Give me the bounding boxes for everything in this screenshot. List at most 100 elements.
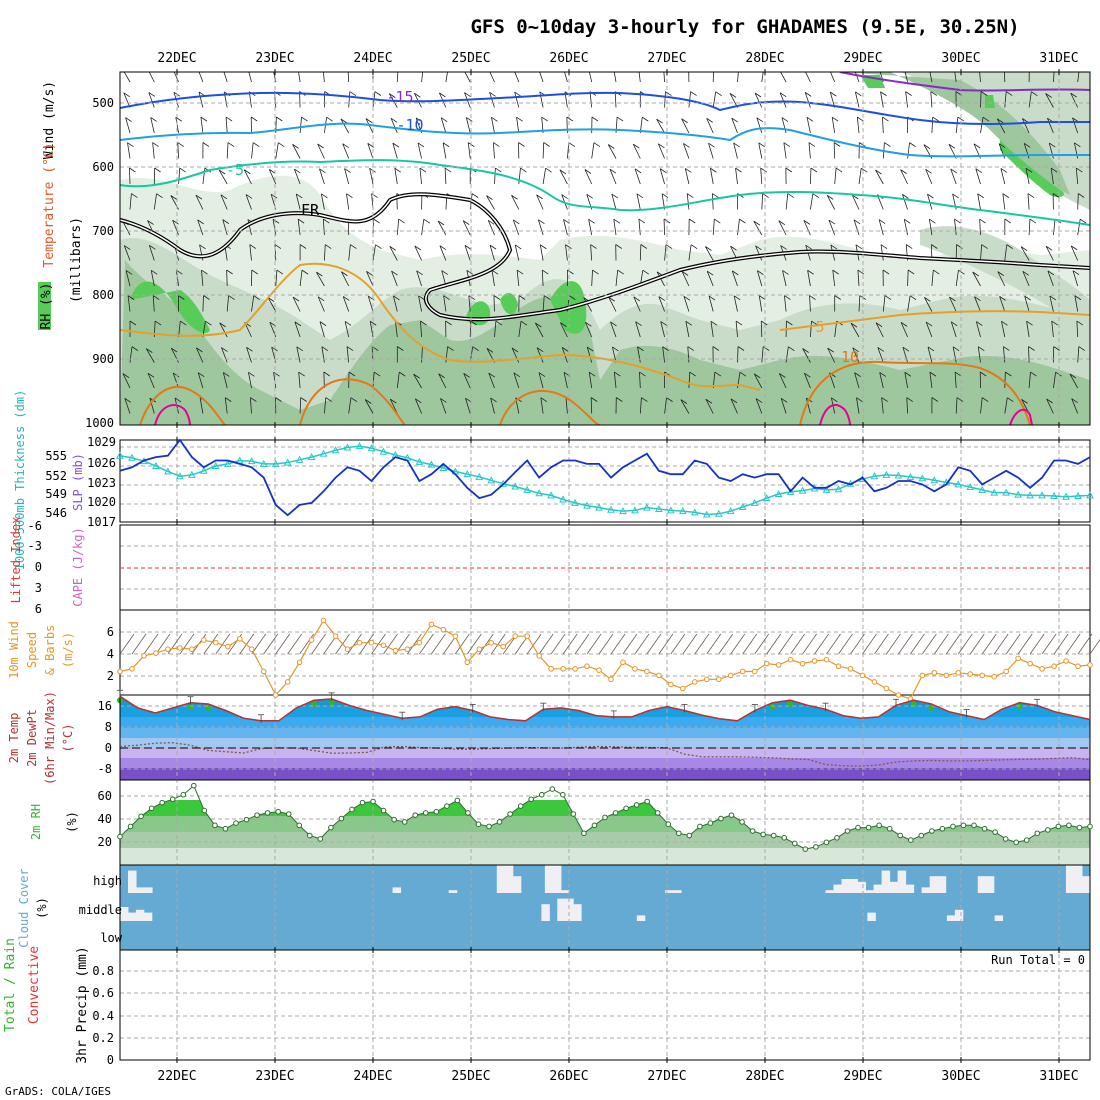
wind10m-speed-point: [811, 658, 818, 664]
wind-barb: [390, 118, 398, 134]
wind-barb: [559, 169, 568, 185]
thickness-point: [188, 470, 196, 478]
cloud-cell-high: [448, 890, 458, 893]
wind10m-barb: [670, 633, 686, 655]
wind-barb: [150, 117, 157, 122]
rh2m-point: [401, 819, 408, 825]
rh2m-point: [770, 832, 777, 839]
wind10m-barb: [790, 633, 805, 655]
wind-barb: [437, 220, 447, 236]
wind-barb: [733, 142, 740, 148]
wind-barb: [1004, 397, 1008, 414]
rh2m-point: [1087, 823, 1093, 830]
wind-barb: [221, 347, 228, 363]
wind10m-barb: [862, 633, 877, 655]
wind-barb: [828, 219, 836, 225]
wind-barb: [732, 270, 739, 276]
thickness-point: [990, 488, 999, 496]
wind-barb: [956, 397, 964, 402]
wind-barb: [730, 398, 738, 404]
wind-barb: [440, 398, 447, 414]
wind-barb: [123, 245, 131, 261]
wind-barb: [348, 66, 354, 70]
rh2m-point: [465, 810, 471, 816]
wind-barb: [488, 219, 495, 225]
wind-barb: [463, 373, 470, 378]
thickness-point: [164, 467, 172, 475]
wind-barb: [1045, 93, 1054, 108]
dewpt2m-line: [119, 742, 1091, 767]
wind-barb: [442, 142, 450, 148]
wind-barb: [1078, 346, 1086, 351]
wind-barb: [737, 219, 740, 236]
wind-barb: [125, 270, 133, 275]
wind-barb: [826, 195, 834, 200]
wind-barb: [932, 116, 939, 122]
wind-barb: [733, 142, 738, 159]
wind-barb: [324, 244, 326, 261]
wind10m-speed-point: [560, 666, 566, 672]
wind10m-speed-point: [404, 646, 411, 653]
wind-barb: [1000, 168, 1008, 173]
rh2m-point: [496, 819, 503, 825]
thickness-point: [295, 455, 304, 463]
wind-barb: [171, 347, 178, 353]
wind-barb: [615, 244, 622, 249]
wind-barb: [688, 91, 691, 108]
wind-barb: [925, 321, 933, 338]
wind-barb: [294, 168, 301, 174]
wind10m-speed-point: [1003, 668, 1009, 675]
cloud-cell-middle: [994, 915, 1004, 921]
rh2m-point: [939, 825, 946, 832]
wind-barb: [858, 168, 862, 185]
wind-barb: [756, 117, 763, 134]
wind-barb: [391, 270, 398, 287]
thickness-point: [774, 489, 783, 497]
wind-barb: [1069, 373, 1077, 379]
wind10m-speed-point: [356, 639, 363, 646]
wind-barb: [929, 219, 933, 236]
panel-frame-precip: [119, 949, 1091, 1061]
wind-barb: [299, 270, 303, 287]
wind-barb: [924, 297, 931, 302]
wind-barb: [437, 220, 445, 226]
wind-barb: [737, 346, 739, 363]
rh2m-point: [117, 833, 123, 840]
wind-barb: [534, 322, 544, 338]
wind-barb: [344, 321, 350, 338]
wind-barb: [609, 169, 617, 185]
wind-barb: [495, 320, 503, 326]
cloud-cell-high: [929, 876, 939, 893]
wind-barb: [298, 72, 301, 83]
rh2m-point: [749, 828, 756, 834]
wind-barb: [689, 371, 696, 377]
wind-barb: [1003, 346, 1006, 363]
wind-barb: [753, 373, 763, 389]
wind-barb: [830, 244, 838, 250]
wind10m-barb: [562, 633, 578, 655]
rh2m-point: [981, 825, 988, 832]
wind-barb: [639, 244, 642, 261]
wind-barb: [760, 320, 763, 338]
wind10m-speed-point: [368, 639, 375, 646]
wind10m-speed-point: [344, 646, 351, 653]
wind-barb: [1077, 193, 1079, 210]
wind-barb: [780, 397, 788, 403]
wind-barb: [321, 346, 329, 352]
wind-barb: [1052, 193, 1060, 198]
wind-barb: [784, 295, 791, 300]
wind-barb: [129, 167, 131, 185]
wind-barb: [472, 346, 479, 352]
cloud-level-label: high: [93, 874, 122, 888]
wind-barb: [861, 167, 868, 173]
wind10m-speed-point: [668, 681, 674, 688]
wind-barb: [882, 116, 889, 122]
wind-barb: [931, 270, 934, 287]
wind-barb: [365, 118, 373, 123]
wind10m-speed-point: [165, 646, 171, 653]
wind10m-barb: [802, 633, 817, 655]
wind-barb: [514, 244, 522, 250]
wind-barb: [125, 117, 132, 122]
wind-barb: [779, 373, 786, 378]
rh2m-point: [865, 824, 872, 831]
